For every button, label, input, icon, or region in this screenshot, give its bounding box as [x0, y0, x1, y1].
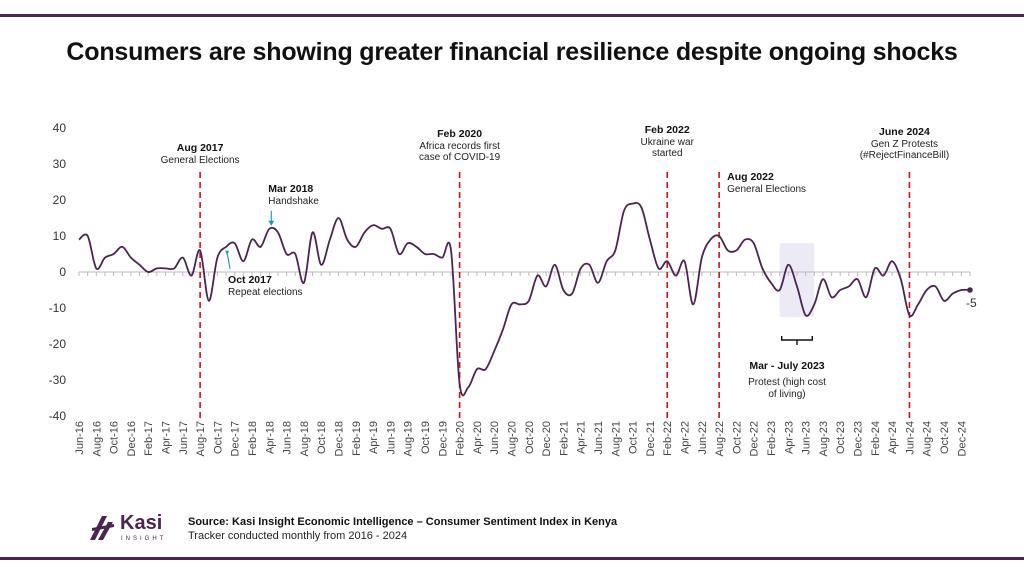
x-tick-label: Dec-18 [334, 421, 346, 456]
x-tick-label: Oct-18 [316, 421, 328, 454]
x-tick-label: Apr-23 [783, 421, 795, 454]
x-tick-label: Aug-17 [195, 421, 207, 456]
x-tick-label: Feb-19 [351, 421, 363, 456]
band-brace [780, 336, 813, 345]
event-title: Aug 2022 [727, 171, 774, 183]
x-tick-label: Dec-24 [956, 421, 968, 456]
logo-subtitle: INSIGHT [121, 536, 167, 542]
y-tick-label: -20 [49, 337, 67, 351]
x-tick-label: Jun-24 [904, 421, 916, 455]
x-tick-label: Jun-18 [282, 421, 294, 455]
x-tick-label: Feb-22 [662, 421, 674, 456]
x-tick-label: Apr-22 [680, 421, 692, 454]
tracker-note: Tracker conducted monthly from 2016 - 20… [188, 530, 408, 542]
x-tick-label: Jun-17 [178, 421, 190, 455]
x-tick-label: Dec-21 [645, 421, 657, 456]
x-tick-label: Feb-17 [143, 421, 155, 456]
protest-band [779, 243, 815, 317]
event-title: Feb 2020 [437, 128, 482, 140]
x-tick-label: Oct-24 [939, 421, 951, 454]
x-tick-label: Oct-20 [524, 421, 536, 454]
x-tick-label: Aug-23 [818, 421, 830, 456]
x-tick-label: Aug-24 [922, 421, 934, 456]
x-tick-label: Oct-21 [628, 421, 640, 454]
x-tick-label: Jun-20 [489, 421, 501, 455]
x-tick-label: Aug-22 [714, 421, 726, 456]
x-tick-label: Jun-23 [801, 421, 813, 455]
chart-title: Consumers are showing greater financial … [66, 38, 958, 66]
x-tick-label: Aug-18 [299, 421, 311, 456]
x-tick-label: Feb-18 [247, 421, 259, 456]
x-tick-label: Apr-17 [161, 421, 173, 454]
band-desc: of living) [768, 389, 805, 400]
x-tick-label: Aug-16 [91, 421, 103, 456]
event-desc: General Elections [161, 155, 240, 166]
x-tick-label: Jun-19 [385, 421, 397, 455]
bottom-rule [0, 557, 1024, 560]
x-tick-label: Dec-20 [541, 421, 553, 456]
y-tick-label: 0 [59, 265, 66, 279]
y-tick-label: -40 [49, 409, 67, 423]
x-tick-label: Aug-20 [507, 421, 519, 456]
x-tick-label: Feb-24 [870, 421, 882, 456]
x-tick-label: Feb-20 [455, 421, 467, 456]
x-tick-label: Apr-21 [576, 421, 588, 454]
x-tick-label: Dec-16 [126, 421, 138, 456]
band-title: Mar - July 2023 [749, 360, 824, 372]
x-tick-label: Apr-19 [368, 421, 380, 454]
y-tick-label: 30 [53, 157, 67, 171]
x-tick-label: Aug-19 [403, 421, 415, 456]
event-desc: General Elections [727, 184, 806, 195]
kasi-logo: Kasi INSIGHT [88, 512, 198, 546]
x-tick-label: Apr-20 [472, 421, 484, 454]
source-note: Source: Kasi Insight Economic Intelligen… [188, 516, 618, 528]
x-tick-label: Oct-19 [420, 421, 432, 454]
event-title: Feb 2022 [645, 124, 690, 136]
y-tick-label: -30 [49, 373, 67, 387]
event-desc: Ukraine war [641, 137, 695, 148]
event-desc: (#RejectFinanceBill) [860, 150, 949, 161]
x-tick-label: Oct-23 [835, 421, 847, 454]
x-tick-label: Apr-18 [264, 421, 276, 454]
annotation-arrowhead [225, 250, 230, 255]
x-tick-label: Jun-16 [74, 421, 86, 455]
logo-wordmark: Kasi [120, 512, 163, 534]
y-tick-label: 20 [53, 193, 67, 207]
x-tick-label: Feb-21 [558, 421, 570, 456]
x-tick-label: Jun-22 [697, 421, 709, 455]
event-title: June 2024 [879, 126, 930, 138]
annotation-title: Oct 2017 [228, 274, 272, 286]
event-desc: started [652, 148, 683, 159]
x-tick-label: Dec-17 [230, 421, 242, 456]
annotation-desc: Repeat elections [228, 287, 303, 298]
x-tick-label: Aug-21 [610, 421, 622, 456]
series-line [78, 201, 971, 397]
y-tick-label: 10 [53, 229, 67, 243]
x-tick-label: Dec-23 [853, 421, 865, 456]
y-tick-label: 40 [53, 121, 67, 135]
x-tick-label: Oct-17 [212, 421, 224, 454]
annotation-desc: Handshake [268, 196, 319, 207]
event-desc: Africa records first [419, 141, 500, 152]
event-desc: case of COVID-19 [419, 152, 501, 163]
event-desc: Gen Z Protests [871, 139, 938, 150]
annotation-title: Mar 2018 [268, 183, 313, 195]
x-tick-label: Oct-22 [731, 421, 743, 454]
annotation-arrow [226, 252, 231, 269]
x-tick-label: Dec-22 [749, 421, 761, 456]
x-tick-label: Feb-23 [766, 421, 778, 456]
x-tick-label: Dec-19 [437, 421, 449, 456]
top-rule [0, 14, 1024, 17]
annotation-arrowhead [268, 220, 275, 226]
series-end-marker [967, 287, 973, 293]
x-tick-label: Apr-24 [887, 421, 899, 454]
x-tick-label: Oct-16 [109, 421, 121, 454]
x-tick-label: Jun-21 [593, 421, 605, 455]
series-end-label: -5 [966, 296, 977, 310]
y-tick-label: -10 [49, 301, 67, 315]
event-title: Aug 2017 [177, 142, 224, 154]
band-desc: Protest (high cost [748, 377, 826, 388]
kasi-logo-icon [90, 516, 114, 540]
